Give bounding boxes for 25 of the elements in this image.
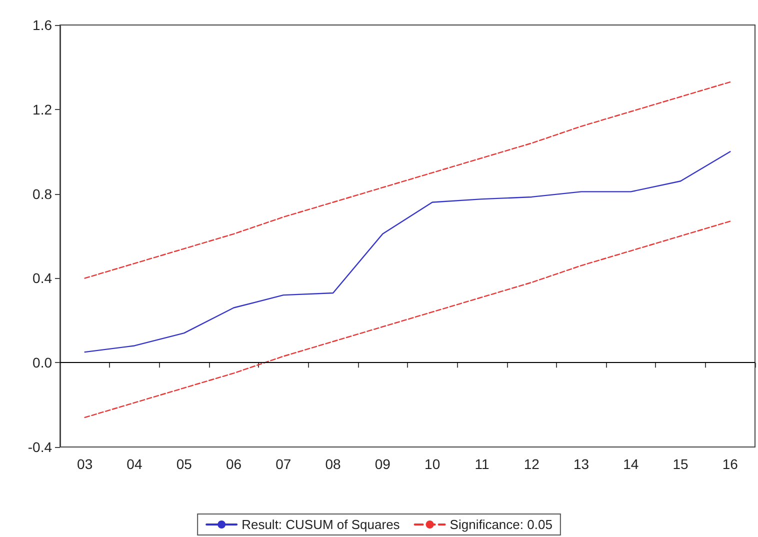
y-tick-label: 1.2 [32, 101, 52, 118]
y-tick-label: 0.8 [32, 186, 52, 202]
x-tick-label: 05 [176, 456, 192, 472]
y-tick-label: -0.4 [28, 439, 52, 455]
x-tick-label: 06 [226, 456, 242, 472]
legend-label: Result: CUSUM of Squares [242, 517, 400, 532]
x-tick-label: 04 [126, 456, 142, 472]
y-tick-label: 0.0 [32, 354, 52, 371]
x-tick-label: 09 [374, 456, 391, 472]
x-tick-label: 03 [77, 456, 93, 472]
line-series [84, 151, 731, 353]
line-series [84, 81, 731, 279]
x-tick-label: 12 [524, 456, 540, 472]
x-tick-label: 15 [672, 456, 689, 472]
x-tick-label: 16 [722, 456, 738, 472]
y-tick-label: 1.6 [32, 17, 52, 33]
line-series [84, 220, 731, 418]
x-tick-label: 14 [623, 456, 639, 472]
x-tick-label: 10 [424, 456, 440, 472]
x-tick-label: 07 [276, 456, 292, 472]
x-tick-label: 08 [325, 456, 342, 472]
legend-label: Significance: 0.05 [450, 517, 552, 532]
x-tick-label: 11 [474, 456, 490, 472]
y-tick-label: 0.4 [32, 270, 52, 286]
x-tick-label: 13 [573, 456, 590, 472]
